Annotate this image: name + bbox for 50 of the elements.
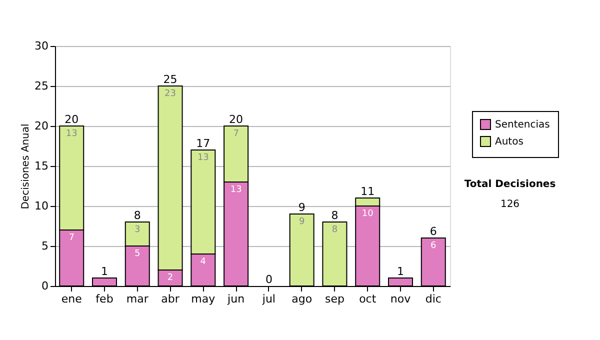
data-label: 10 bbox=[362, 209, 374, 219]
x-tick-label: nov bbox=[390, 292, 412, 306]
total-label: 6 bbox=[430, 225, 437, 238]
data-label: 13 bbox=[197, 153, 209, 163]
total-label: 25 bbox=[163, 73, 178, 86]
data-label: 5 bbox=[134, 249, 140, 259]
total-label: 9 bbox=[298, 201, 306, 214]
legend-label: Autos bbox=[495, 136, 524, 148]
y-tick-label: 5 bbox=[42, 240, 48, 252]
total-label: 20 bbox=[229, 113, 244, 126]
x-tick-label: jul bbox=[261, 292, 276, 306]
data-label: 6 bbox=[430, 241, 437, 251]
data-label: 7 bbox=[68, 233, 74, 243]
data-label: 3 bbox=[134, 225, 140, 235]
total-label: 17 bbox=[196, 137, 210, 150]
y-tick-label: 0 bbox=[42, 280, 48, 292]
x-tick-label: oct bbox=[359, 292, 377, 306]
data-label: 23 bbox=[164, 89, 176, 99]
total-label: 1 bbox=[397, 265, 404, 278]
y-tick-label: 30 bbox=[34, 40, 48, 52]
data-label: 13 bbox=[230, 185, 242, 195]
total-label: 0 bbox=[265, 273, 272, 286]
total-label: 11 bbox=[360, 185, 375, 198]
y-tick-label: 20 bbox=[34, 120, 48, 132]
x-tick-label: ene bbox=[61, 292, 82, 306]
y-axis-title: Decisiones Anual bbox=[20, 124, 32, 210]
y-tick-label: 15 bbox=[34, 160, 48, 172]
x-tick-label: jun bbox=[226, 292, 245, 306]
text: 126 bbox=[500, 199, 520, 210]
x-tick-label: mar bbox=[126, 292, 149, 306]
data-label: 4 bbox=[200, 257, 206, 267]
data-label: 9 bbox=[298, 217, 305, 227]
x-tick-label: sep bbox=[324, 292, 344, 306]
total-label: 8 bbox=[331, 209, 338, 222]
text: Total Decisiones bbox=[464, 179, 556, 190]
data-label: 8 bbox=[332, 225, 338, 235]
x-tick-label: may bbox=[191, 292, 216, 306]
y-tick-label: 10 bbox=[34, 200, 48, 212]
legend-label: Sentencias bbox=[495, 120, 550, 130]
x-tick-label: abr bbox=[161, 292, 180, 306]
data-label: 2 bbox=[167, 273, 174, 283]
y-tick-label: 25 bbox=[34, 80, 48, 92]
data-label: 7 bbox=[233, 129, 239, 139]
total-label: 1 bbox=[101, 265, 108, 278]
total-label: 8 bbox=[134, 209, 141, 222]
x-tick-label: ago bbox=[292, 292, 312, 306]
x-tick-label: feb bbox=[96, 292, 114, 306]
x-tick-label: dic bbox=[425, 292, 442, 306]
total-label: 20 bbox=[64, 113, 79, 126]
data-label: 13 bbox=[66, 129, 78, 139]
